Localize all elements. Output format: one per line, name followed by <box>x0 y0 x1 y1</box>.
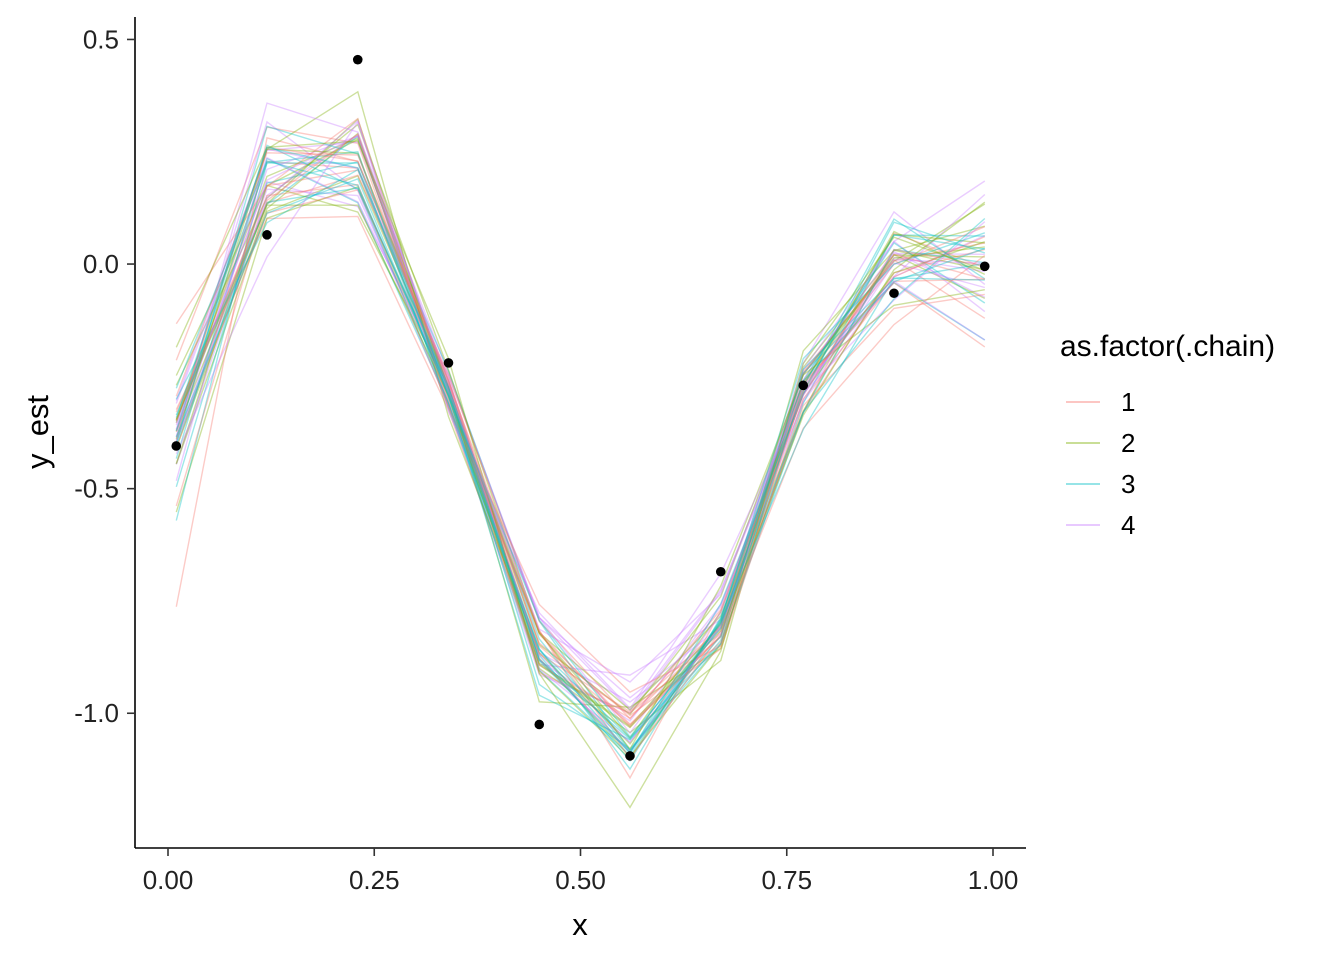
draw-line-chain-4 <box>175 188 986 703</box>
observed-point <box>979 261 990 272</box>
draw-line-chain-2 <box>175 186 986 740</box>
observed-point <box>534 719 545 730</box>
y-tick-label: 0.5 <box>83 24 119 54</box>
y-tick-label: -1.0 <box>74 698 119 728</box>
legend-label-chain-3: 3 <box>1121 469 1135 499</box>
draw-line-chain-1 <box>175 183 985 693</box>
observed-point <box>798 380 809 391</box>
draw-line-chain-4 <box>175 180 985 712</box>
draw-line-chain-3 <box>175 146 985 741</box>
draw-line-chain-4 <box>175 134 985 699</box>
draw-line-chain-2 <box>175 117 985 727</box>
draw-line-chain-2 <box>175 123 985 711</box>
draw-line-chain-2 <box>175 90 986 745</box>
draw-line-chain-4 <box>175 119 985 710</box>
draw-line-chain-4 <box>175 148 986 722</box>
draw-line-chain-2 <box>175 132 985 760</box>
draw-line-chain-1 <box>175 117 986 729</box>
observed-point <box>889 288 899 299</box>
draw-line-chain-3 <box>175 187 986 753</box>
draw-line-chain-3 <box>175 125 985 741</box>
draw-line-chain-1 <box>175 146 986 713</box>
draw-line-chain-3 <box>175 178 986 738</box>
draw-line-chain-4 <box>175 120 986 715</box>
draw-line-chain-1 <box>175 152 985 726</box>
x-tick-label: 0.75 <box>761 865 812 895</box>
x-axis-ticks: 0.00 0.25 0.50 0.75 1.00 <box>143 848 1019 895</box>
draw-line-chain-1 <box>175 160 986 753</box>
draw-line-chain-2 <box>175 201 986 729</box>
draw-line-chain-2 <box>175 148 985 751</box>
legend-label-chain-2: 2 <box>1121 428 1135 458</box>
draw-line-chain-3 <box>175 151 985 739</box>
legend: as.factor(.chain) 1 2 3 4 <box>1060 330 1275 540</box>
plot-panel: 0.00 0.25 0.50 0.75 1.00 0.5 0.0 -0.5 -1.0 <box>74 17 1026 895</box>
y-axis-title: y_est <box>20 395 55 469</box>
draw-line-chain-1 <box>175 215 985 719</box>
observed-point <box>171 441 182 451</box>
draw-line-chain-2 <box>175 175 986 734</box>
draw-line-chain-4 <box>175 102 986 743</box>
draw-line-chain-3 <box>175 135 986 771</box>
draw-line-chain-3 <box>175 144 986 755</box>
legend-title: as.factor(.chain) <box>1060 330 1275 363</box>
draw-line-chain-2 <box>175 137 985 708</box>
draw-line-chain-4 <box>175 156 986 744</box>
legend-label-chain-4: 4 <box>1121 510 1135 540</box>
draw-line-chain-4 <box>175 120 986 683</box>
draw-line-chain-3 <box>175 160 986 755</box>
draw-line-chain-1 <box>175 174 986 720</box>
draw-line-chain-4 <box>175 135 986 754</box>
draw-line-chain-3 <box>175 168 986 750</box>
observed-point <box>262 230 272 240</box>
observed-point <box>625 751 635 761</box>
y-tick-label: 0.0 <box>83 249 119 279</box>
x-tick-label: 0.25 <box>349 865 400 895</box>
x-tick-label: 1.00 <box>968 865 1019 895</box>
draw-line-chain-1 <box>175 188 985 717</box>
draw-line-chain-3 <box>175 161 985 757</box>
x-tick-label: 0.00 <box>143 865 194 895</box>
legend-label-chain-1: 1 <box>1121 387 1135 417</box>
observed-point <box>352 54 363 65</box>
draw-line-chain-1 <box>175 126 986 726</box>
legend-items: 1 2 3 4 <box>1066 387 1135 540</box>
y-tick-label: -0.5 <box>74 474 119 504</box>
draw-line-chain-2 <box>175 184 985 758</box>
draw-line-chain-3 <box>175 162 985 752</box>
observed-point <box>715 566 726 577</box>
x-tick-label: 0.50 <box>555 865 606 895</box>
observed-point <box>443 358 454 368</box>
draw-line-chain-1 <box>175 137 985 780</box>
draw-line-chain-3 <box>175 157 986 762</box>
observed-points <box>171 54 990 761</box>
draw-line-chain-4 <box>175 134 986 676</box>
draw-line-chain-4 <box>175 141 985 735</box>
draw-line-chain-1 <box>175 169 985 714</box>
draw-line-chain-2 <box>175 140 986 809</box>
y-axis-ticks: 0.5 0.0 -0.5 -1.0 <box>74 24 135 728</box>
draw-line-chain-1 <box>175 133 986 760</box>
draw-line-chain-2 <box>175 138 986 716</box>
x-axis-title: x <box>572 907 588 942</box>
posterior-draws <box>175 90 986 809</box>
